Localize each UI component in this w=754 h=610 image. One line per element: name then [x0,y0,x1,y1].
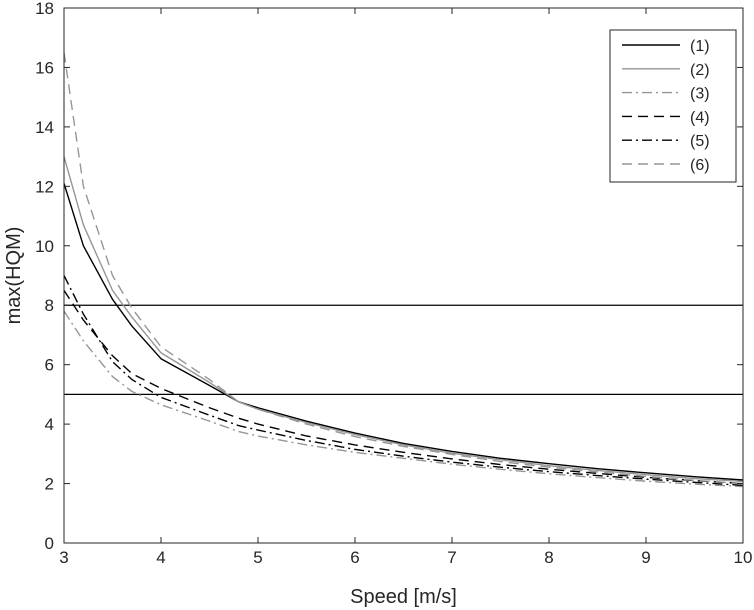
series-line-1 [63,183,744,481]
axes-box [63,7,744,544]
legend: (1) (2) (3) (4) (5) (6) [609,29,737,183]
x-axis-ticks: 3 4 5 6 7 8 9 10 [59,8,752,567]
series-line-6 [63,52,744,485]
x-tick-label: 4 [156,548,165,567]
series-line-4 [63,289,744,485]
x-tick-label: 5 [253,548,262,567]
y-axis-ticks: 0 2 4 6 8 10 12 14 16 18 [35,0,743,553]
series-line-3 [63,310,744,488]
y-tick-label: 4 [45,415,54,434]
x-tick-label: 7 [447,548,456,567]
x-tick-label: 3 [59,548,68,567]
axes [63,7,744,544]
legend-label-4: (4) [690,109,710,126]
legend-label-1: (1) [690,38,710,55]
reference-lines [64,304,743,395]
legend-label-6: (6) [690,157,710,174]
legend-label-5: (5) [690,133,710,150]
x-tick-label: 9 [641,548,650,567]
series-line-2 [63,156,744,483]
series-lines [63,52,744,488]
y-tick-label: 8 [45,296,54,315]
x-axis-title: Speed [m/s] [350,586,457,608]
y-axis-title: max(HQM) [3,227,25,325]
y-tick-label: 0 [45,534,54,553]
y-tick-label: 6 [45,356,54,375]
y-tick-label: 12 [35,177,54,196]
y-tick-label: 14 [35,118,54,137]
legend-box [609,29,737,183]
y-tick-label: 2 [45,475,54,494]
y-tick-label: 16 [35,58,54,77]
legend-label-2: (2) [690,62,710,79]
legend-label-3: (3) [690,86,710,103]
series-line-5 [63,275,744,487]
x-tick-label: 6 [350,548,359,567]
y-tick-label: 18 [35,0,54,18]
x-tick-label: 8 [544,548,553,567]
y-tick-label: 10 [35,237,54,256]
x-tick-label: 10 [734,548,753,567]
